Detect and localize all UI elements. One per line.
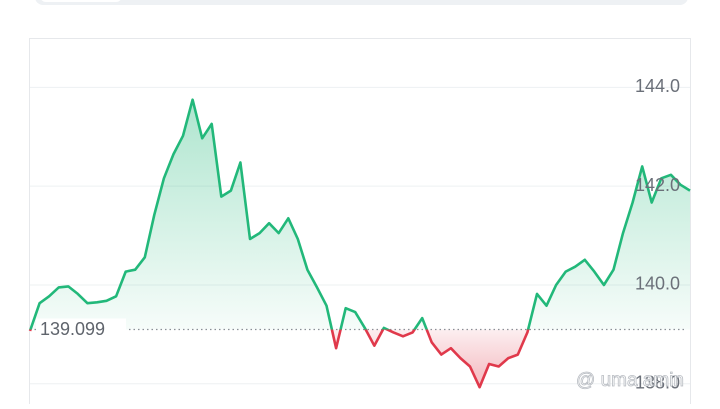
card — [29, 38, 691, 409]
baseline-label: 139.099 — [40, 319, 105, 339]
area — [30, 99, 690, 388]
baseline-label-bg — [36, 318, 126, 341]
y-tick-label: 142.0 — [635, 175, 680, 195]
price-line — [28, 98, 691, 389]
y-tick-label: 144.0 — [635, 76, 680, 96]
y-tick-label: 138.0 — [635, 372, 680, 392]
top-bar — [35, 0, 688, 5]
top-tab — [41, 0, 121, 2]
y-tick-label: 140.0 — [635, 274, 680, 294]
watermark: @ uma amin — [576, 370, 684, 391]
